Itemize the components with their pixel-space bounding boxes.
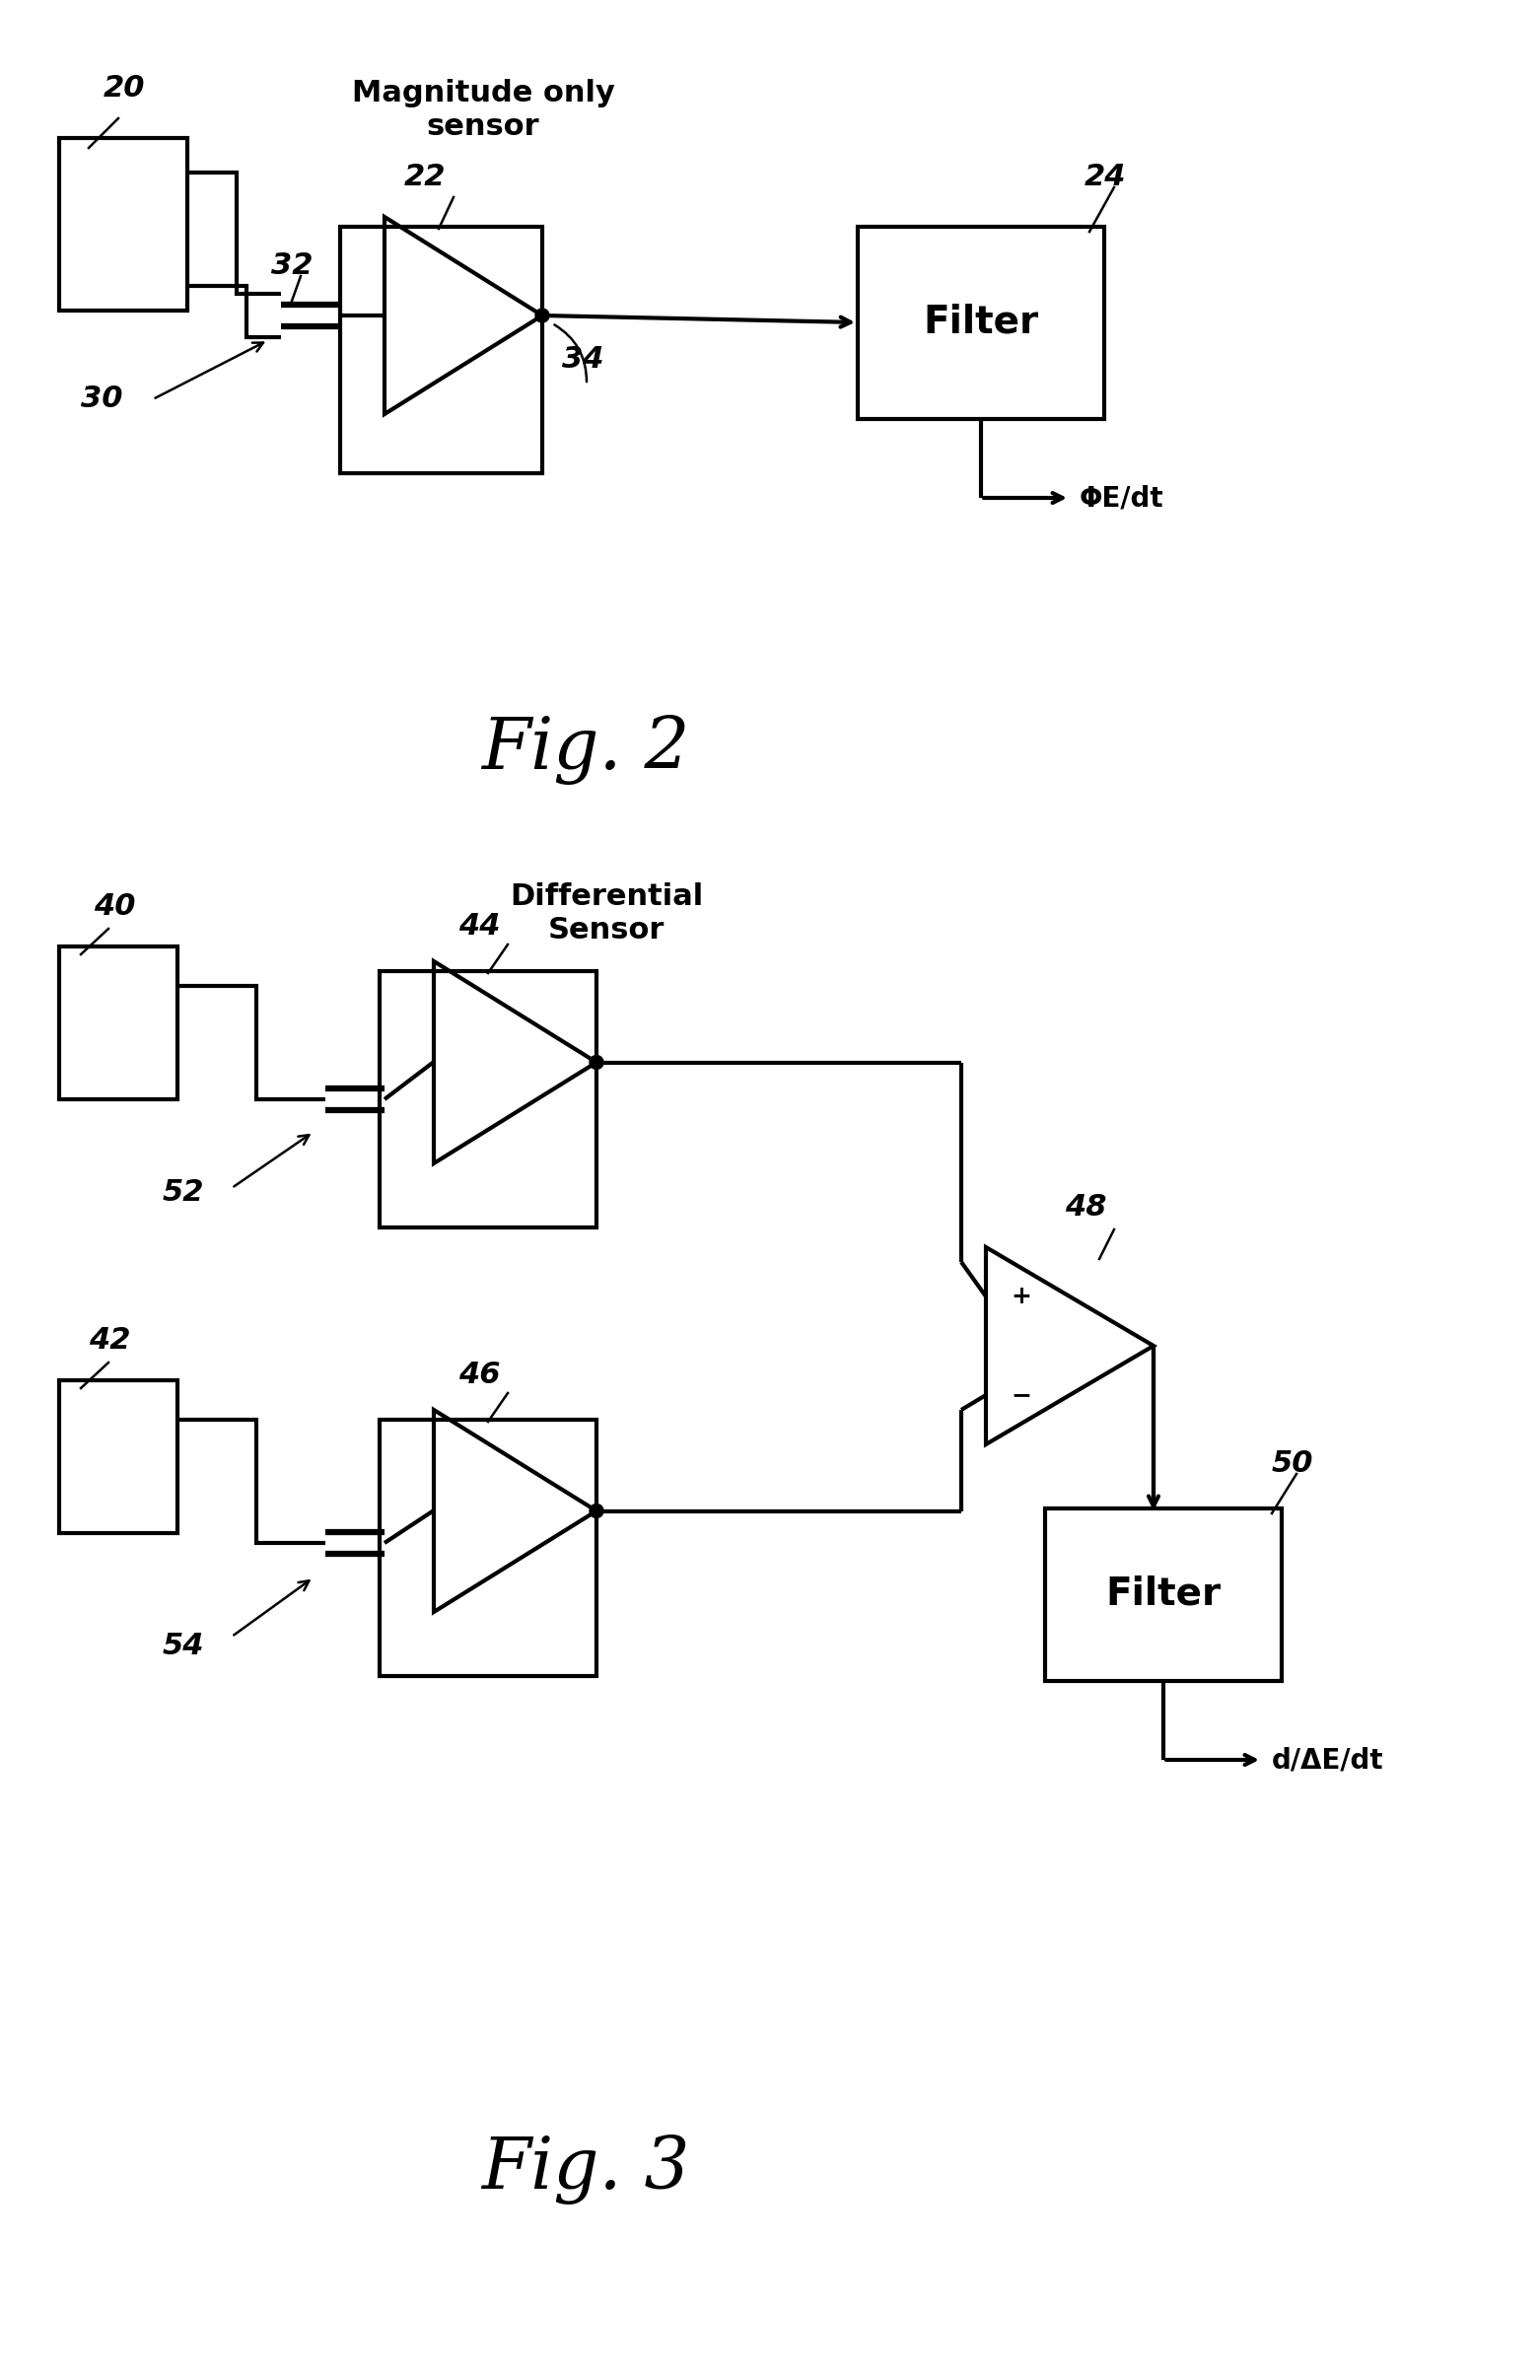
Text: d/ΔE/dt: d/ΔE/dt bbox=[1272, 1747, 1384, 1773]
Bar bbox=[379, 1421, 596, 1676]
Text: 42: 42 bbox=[89, 1326, 131, 1354]
Text: Fig. 3: Fig. 3 bbox=[480, 2135, 690, 2204]
Bar bbox=[340, 226, 542, 474]
Text: 52: 52 bbox=[163, 1178, 205, 1207]
Text: 22: 22 bbox=[403, 162, 447, 190]
Text: 24: 24 bbox=[1084, 162, 1126, 190]
Circle shape bbox=[590, 1054, 604, 1069]
Circle shape bbox=[536, 309, 550, 321]
Text: 20: 20 bbox=[103, 74, 145, 102]
Bar bbox=[59, 947, 177, 1100]
Text: 50: 50 bbox=[1272, 1449, 1314, 1478]
Text: ΦE/dt: ΦE/dt bbox=[1080, 483, 1164, 512]
Text: Differential
Sensor: Differential Sensor bbox=[510, 883, 704, 945]
Text: 32: 32 bbox=[271, 252, 313, 281]
Text: +: + bbox=[1012, 1285, 1032, 1309]
Text: 54: 54 bbox=[163, 1633, 205, 1661]
Bar bbox=[59, 138, 188, 309]
Text: Fig. 2: Fig. 2 bbox=[480, 714, 690, 785]
Circle shape bbox=[590, 1504, 604, 1518]
Text: Filter: Filter bbox=[924, 305, 1038, 340]
Text: Filter: Filter bbox=[1106, 1576, 1221, 1614]
Text: 40: 40 bbox=[94, 892, 136, 921]
Text: −: − bbox=[1012, 1383, 1032, 1407]
Text: 34: 34 bbox=[562, 345, 604, 374]
Bar bbox=[59, 1380, 177, 1533]
Bar bbox=[1046, 1509, 1281, 1680]
Text: Magnitude only
sensor: Magnitude only sensor bbox=[351, 79, 614, 140]
Text: 44: 44 bbox=[459, 912, 501, 940]
Text: 30: 30 bbox=[80, 386, 123, 414]
Bar bbox=[379, 971, 596, 1228]
Text: 46: 46 bbox=[459, 1361, 501, 1390]
Text: 48: 48 bbox=[1064, 1192, 1107, 1221]
Bar bbox=[858, 226, 1104, 419]
